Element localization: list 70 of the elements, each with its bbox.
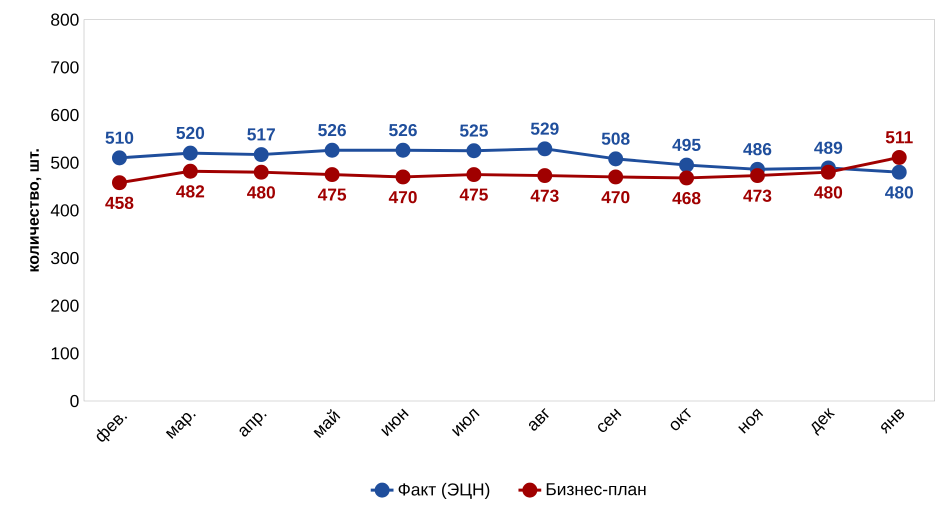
data-label: 489 [814, 142, 842, 154]
x-tick-label: ноя [738, 408, 764, 434]
x-tick-label: окт [670, 408, 691, 430]
x-tick-label: май [313, 408, 340, 438]
y-tick-label: 300 [51, 252, 79, 264]
data-label: 511 [886, 131, 913, 144]
data-label: 480 [247, 186, 275, 199]
data-label: 480 [885, 186, 913, 199]
data-label: 529 [530, 122, 559, 135]
data-label: 520 [176, 126, 204, 140]
point [254, 164, 269, 180]
y-axis-title: количество, шт. [30, 149, 42, 272]
data-label: 468 [672, 192, 700, 204]
x-tick-label: дек [811, 408, 836, 436]
y-tick-label: 100 [52, 347, 79, 360]
data-label: 525 [460, 124, 488, 137]
x-tick-label: мар. [166, 412, 196, 439]
y-tick-label: 700 [51, 61, 79, 74]
data-label: 470 [601, 191, 630, 204]
point [679, 158, 694, 173]
data-label: 473 [530, 190, 559, 202]
point [466, 167, 482, 182]
x-tick-label: янв [881, 409, 904, 434]
legend-label: Бизнес-план [546, 483, 646, 496]
x-tick-label: июл [452, 408, 480, 436]
point [608, 169, 624, 184]
legend-label: Факт (ЭЦН) [398, 482, 490, 500]
point [112, 175, 127, 190]
x-tick-label: апр. [240, 412, 267, 437]
point [112, 150, 127, 166]
data-label: 526 [318, 124, 346, 136]
point [182, 164, 198, 179]
data-label: 480 [814, 186, 842, 199]
data-label: 473 [743, 190, 772, 202]
point [537, 168, 552, 184]
point [324, 167, 340, 182]
x-tick-label: авг [528, 408, 549, 431]
point [182, 146, 198, 161]
y-tick-label: 500 [51, 156, 79, 169]
point [466, 143, 482, 158]
data-label: 495 [672, 138, 701, 152]
data-label: 458 [105, 196, 134, 209]
point [324, 142, 340, 158]
point [254, 147, 269, 162]
point [537, 141, 552, 156]
point [608, 151, 624, 166]
point [396, 142, 410, 158]
point [750, 168, 765, 184]
point [396, 169, 410, 184]
data-label: 517 [247, 128, 275, 141]
x-tick-label: сен [598, 408, 622, 432]
y-tick-label: 0 [70, 394, 79, 408]
y-tick-label: 400 [50, 204, 79, 216]
point [892, 150, 907, 165]
data-label: 486 [743, 143, 772, 156]
data-label: 475 [460, 188, 488, 201]
x-tick-label: июн [381, 408, 409, 436]
point [679, 170, 694, 186]
data-label: 526 [389, 124, 417, 136]
data-label: 482 [176, 185, 204, 198]
x-tick-label: фев. [96, 415, 128, 442]
y-tick-label: 200 [51, 300, 79, 312]
data-label: 508 [602, 132, 630, 145]
data-label: 510 [106, 132, 134, 144]
y-tick-label: 800 [51, 14, 79, 26]
point [892, 164, 907, 180]
data-label: 470 [388, 191, 417, 204]
point [820, 164, 836, 180]
data-label: 475 [318, 188, 346, 201]
y-tick-label: 600 [51, 108, 79, 122]
